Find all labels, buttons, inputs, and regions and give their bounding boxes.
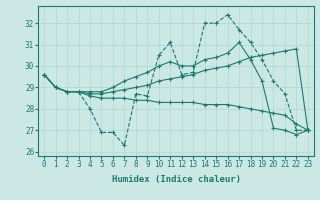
X-axis label: Humidex (Indice chaleur): Humidex (Indice chaleur) — [111, 175, 241, 184]
